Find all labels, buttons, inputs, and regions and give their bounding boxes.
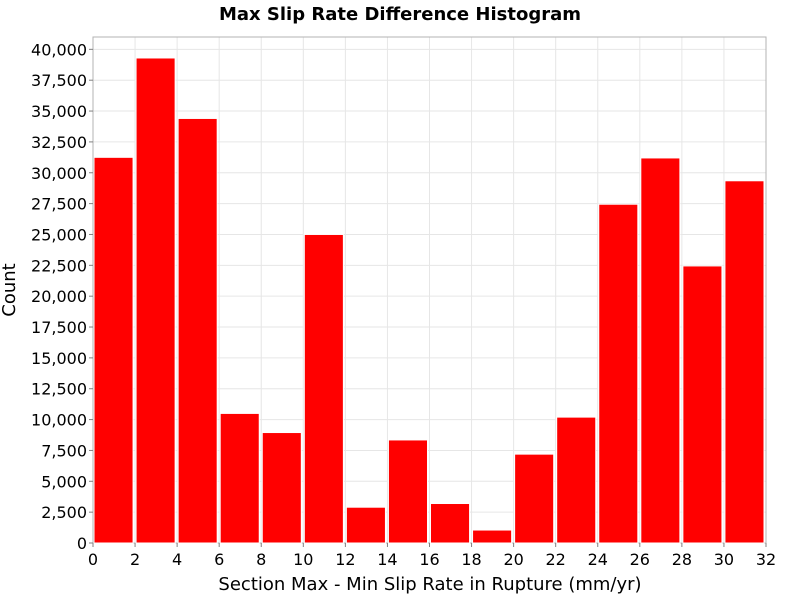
x-tick-label: 12 xyxy=(335,550,355,569)
x-axis-ticks: 0 2 4 6 8 10 12 14 16 18 20 22 24 26 28 30 32 xyxy=(88,543,776,569)
histogram-bar-26-28 xyxy=(640,157,681,544)
y-tick-label: 5,000 xyxy=(41,472,87,491)
chart-title: Max Slip Rate Difference Histogram xyxy=(219,4,581,25)
x-tick-label: 20 xyxy=(503,550,523,569)
x-tick-label: 28 xyxy=(672,550,692,569)
histogram-bar-4-6 xyxy=(177,117,218,544)
y-tick-label: 22,500 xyxy=(31,256,87,275)
y-axis-ticks: 0 2,500 5,000 7,500 10,000 12,500 15,000 17,500… xyxy=(31,40,93,553)
x-tick-label: 4 xyxy=(172,550,182,569)
histogram-bar-24-26 xyxy=(598,203,639,544)
histogram-bar-2-4 xyxy=(135,57,176,544)
x-tick-label: 18 xyxy=(461,550,481,569)
y-tick-label: 27,500 xyxy=(31,195,87,214)
x-tick-label: 16 xyxy=(419,550,439,569)
x-tick-label: 8 xyxy=(256,550,266,569)
histogram-bar-8-10 xyxy=(261,432,302,544)
histogram-bar-6-8 xyxy=(219,412,260,544)
histogram-bar-0-2 xyxy=(93,156,134,544)
y-tick-label: 0 xyxy=(77,534,87,553)
x-tick-label: 6 xyxy=(214,550,224,569)
y-tick-label: 35,000 xyxy=(31,102,87,121)
x-tick-label: 26 xyxy=(630,550,650,569)
histogram-bar-30-32 xyxy=(724,180,765,544)
x-tick-label: 24 xyxy=(588,550,608,569)
x-tick-label: 2 xyxy=(130,550,140,569)
histogram-bar-14-16 xyxy=(387,439,428,544)
histogram-bar-12-14 xyxy=(345,506,386,544)
y-tick-label: 2,500 xyxy=(41,503,87,522)
y-tick-label: 37,500 xyxy=(31,71,87,90)
x-tick-label: 32 xyxy=(756,550,776,569)
x-tick-label: 10 xyxy=(293,550,313,569)
y-tick-label: 30,000 xyxy=(31,164,87,183)
y-axis-label: Count xyxy=(0,263,20,316)
y-tick-label: 32,500 xyxy=(31,133,87,152)
x-tick-label: 14 xyxy=(377,550,397,569)
y-tick-label: 12,500 xyxy=(31,380,87,399)
x-tick-label: 22 xyxy=(546,550,566,569)
y-tick-label: 7,500 xyxy=(41,441,87,460)
x-tick-label: 30 xyxy=(714,550,734,569)
y-tick-label: 40,000 xyxy=(31,40,87,59)
y-tick-label: 20,000 xyxy=(31,287,87,306)
histogram-bar-18-20 xyxy=(472,529,513,544)
histogram-bar-22-24 xyxy=(556,416,597,544)
histogram-bar-10-12 xyxy=(303,233,344,544)
histogram-bar-20-22 xyxy=(514,453,555,544)
histogram-bar-16-18 xyxy=(430,503,471,544)
y-tick-label: 25,000 xyxy=(31,225,87,244)
y-tick-label: 17,500 xyxy=(31,318,87,337)
bars xyxy=(93,57,765,544)
x-axis-label: Section Max - Min Slip Rate in Rupture (… xyxy=(218,574,641,595)
histogram-bar-28-30 xyxy=(682,265,723,544)
y-tick-label: 15,000 xyxy=(31,349,87,368)
x-tick-label: 0 xyxy=(88,550,98,569)
y-tick-label: 10,000 xyxy=(31,411,87,430)
